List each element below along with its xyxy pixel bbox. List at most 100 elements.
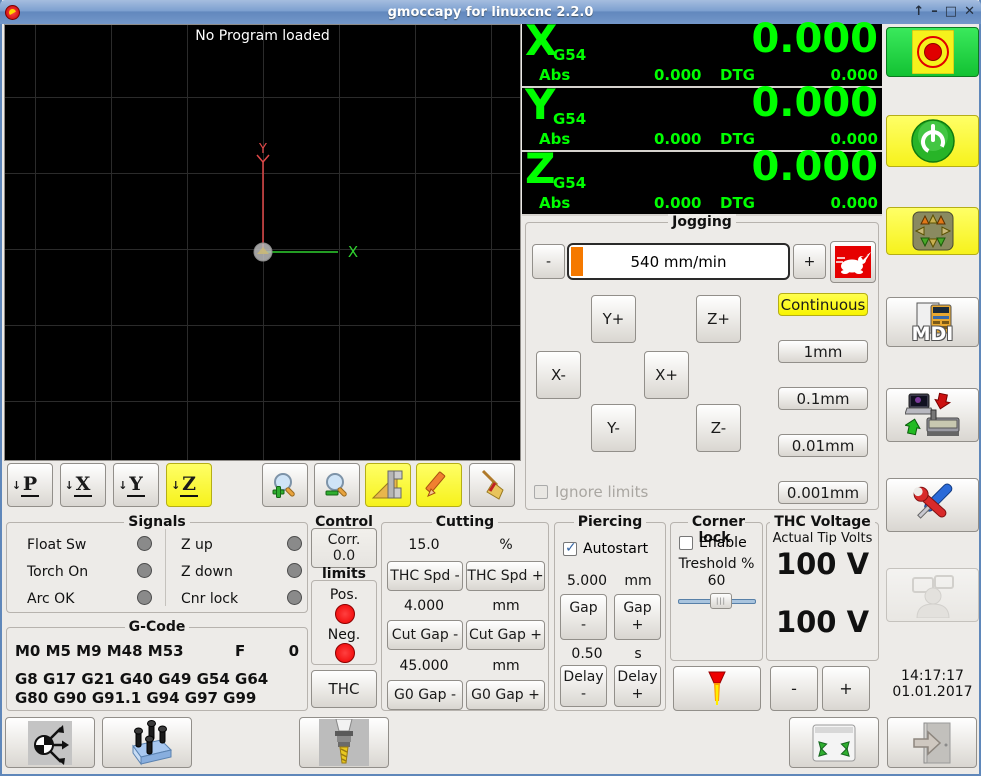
active-mcodes: M0 M5 M9 M48 M53 <box>15 642 184 660</box>
pierce-delay-plus-button[interactable]: Delay + <box>614 665 661 707</box>
view-z-button[interactable]: Z <box>166 463 212 507</box>
threshold-slider-handle[interactable]: ||| <box>710 593 732 609</box>
power-icon <box>910 119 955 163</box>
jog-x-minus-button[interactable]: X- <box>536 351 581 399</box>
cutting-frame: Cutting 15.0 % THC Spd - THC Spd + 4.000… <box>381 514 549 711</box>
dro-z-value: 0.000 <box>751 144 878 190</box>
jog-z-minus-button[interactable]: Z- <box>696 404 741 452</box>
mdi-icon <box>916 302 951 334</box>
touch-off-button[interactable] <box>5 717 95 768</box>
z-down-led <box>287 563 302 578</box>
corner-lock-frame: Corner lock Enable Treshold % 60 ||| <box>670 514 763 661</box>
touch-plate-button[interactable] <box>102 717 192 768</box>
tools-icon <box>913 483 952 519</box>
settings-button[interactable] <box>886 478 979 532</box>
limit-pos-led <box>335 604 355 624</box>
maximize-button[interactable]: □ <box>944 4 958 19</box>
piercing-frame: Piercing Autostart 5.000 mm Gap- Gap+ 0.… <box>554 514 666 711</box>
exit-button[interactable] <box>887 717 977 768</box>
thc-button[interactable]: THC <box>311 670 377 708</box>
thc-speed-value: 15.0 <box>408 537 440 553</box>
broom-icon <box>481 469 504 500</box>
pencil-icon <box>425 471 446 497</box>
volts-minus-button[interactable]: - <box>770 666 818 711</box>
pierce-gap-value: 5.000 <box>566 573 608 589</box>
jog-z-plus-button[interactable]: Z+ <box>696 295 741 343</box>
increment-001mm-button[interactable]: 0.01mm <box>778 434 868 457</box>
checkbox-icon <box>534 485 548 499</box>
zoom-in-icon <box>272 473 295 498</box>
dimensions-button[interactable] <box>365 463 411 507</box>
preview-message: No Program loaded <box>195 28 330 44</box>
thc-spd-plus-button[interactable]: THC Spd + <box>466 561 545 591</box>
jog-speed-plus-button[interactable]: + <box>793 244 826 279</box>
checkbox-icon <box>679 536 693 550</box>
jog-speed-minus-button[interactable]: - <box>532 244 565 279</box>
exit-door-icon <box>913 722 951 763</box>
clock-time: 14:17:17 <box>901 668 964 684</box>
close-button[interactable]: ✕ <box>964 4 975 19</box>
user-settings-button[interactable] <box>886 568 979 622</box>
thc-spd-minus-button[interactable]: THC Spd - <box>387 561 463 591</box>
tool-measure-button[interactable] <box>299 717 389 768</box>
dro-axis-x[interactable]: X G54 0.000 Abs 0.000 DTG 0.000 <box>522 16 882 86</box>
ignore-limits-checkbox[interactable]: Ignore limits <box>534 483 648 501</box>
pierce-gap-minus-button[interactable]: Gap - <box>560 594 607 640</box>
dro-axis-z[interactable]: Z G54 0.000 Abs 0.000 DTG 0.000 <box>522 144 882 214</box>
zoom-out-icon <box>325 473 347 497</box>
active-gcodes: G8 G17 G21 G40 G49 G54 G64 G80 G90 G91.1… <box>15 670 269 707</box>
pierce-gap-plus-button[interactable]: Gap + <box>614 594 661 640</box>
fullscreen-button[interactable] <box>789 717 879 768</box>
jog-speed-fill <box>571 247 583 276</box>
zoom-out-button[interactable] <box>314 463 360 507</box>
autostart-checkbox[interactable]: Autostart <box>563 540 648 557</box>
corner-enable-checkbox[interactable]: Enable <box>679 535 747 551</box>
zoom-in-button[interactable] <box>262 463 308 507</box>
view-y-button[interactable]: Y <box>113 463 159 507</box>
torch-on-led <box>137 563 152 578</box>
view-x-button[interactable]: X <box>60 463 106 507</box>
cut-gap-value: 4.000 <box>403 598 445 614</box>
volts-plus-button[interactable]: + <box>822 666 870 711</box>
torch-button[interactable] <box>673 666 761 711</box>
titlebar[interactable]: gmoccapy for linuxcnc 2.2.0 ↑ – □ ✕ <box>0 0 981 24</box>
g0-gap-value: 45.000 <box>399 658 449 674</box>
jog-x-plus-button[interactable]: X+ <box>644 351 689 399</box>
feed-value: 0 <box>288 642 299 660</box>
machine-on-button[interactable] <box>886 115 979 167</box>
fullscreen-icon <box>812 724 856 761</box>
checkbox-checked-icon <box>563 540 577 556</box>
dro-axis-y[interactable]: Y G54 0.000 Abs 0.000 DTG 0.000 <box>522 80 882 150</box>
cut-gap-plus-button[interactable]: Cut Gap + <box>466 620 545 650</box>
show-jog-button[interactable] <box>886 207 979 255</box>
tool-holder-icon <box>319 719 369 766</box>
minimize-button[interactable]: – <box>931 4 938 19</box>
increment-continuous-button[interactable]: Continuous <box>778 293 868 316</box>
window-title: gmoccapy for linuxcnc 2.2.0 <box>387 4 594 20</box>
correction-value: 0.0 <box>332 548 356 564</box>
view-p-button[interactable]: P <box>7 463 53 507</box>
g0-gap-minus-button[interactable]: G0 Gap - <box>387 680 463 710</box>
jog-y-plus-button[interactable]: Y+ <box>591 295 636 343</box>
increment-0001mm-button[interactable]: 0.001mm <box>778 481 868 504</box>
run-program-button[interactable] <box>886 388 979 442</box>
increment-01mm-button[interactable]: 0.1mm <box>778 387 868 410</box>
probe-plate-icon <box>132 719 172 766</box>
g0-gap-plus-button[interactable]: G0 Gap + <box>466 680 545 710</box>
draw-button[interactable] <box>416 463 462 507</box>
gremlin-preview[interactable]: No Program loaded Y X <box>4 24 521 461</box>
turtle-rabbit-button[interactable] <box>830 241 876 283</box>
jog-y-minus-button[interactable]: Y- <box>591 404 636 452</box>
pierce-delay-minus-button[interactable]: Delay - <box>560 665 607 707</box>
jog-speed-bar[interactable]: 540 mm/min <box>567 243 790 280</box>
cnr-lock-led <box>287 590 302 605</box>
increment-1mm-button[interactable]: 1mm <box>778 340 868 363</box>
estop-button[interactable] <box>886 27 979 77</box>
cut-gap-minus-button[interactable]: Cut Gap - <box>387 620 463 650</box>
rollup-button[interactable]: ↑ <box>913 4 925 19</box>
clear-button[interactable] <box>469 463 515 507</box>
pierce-delay-value: 0.50 <box>571 646 603 662</box>
mdi-button[interactable]: MDI <box>886 297 979 347</box>
dro-y-value: 0.000 <box>751 80 878 126</box>
